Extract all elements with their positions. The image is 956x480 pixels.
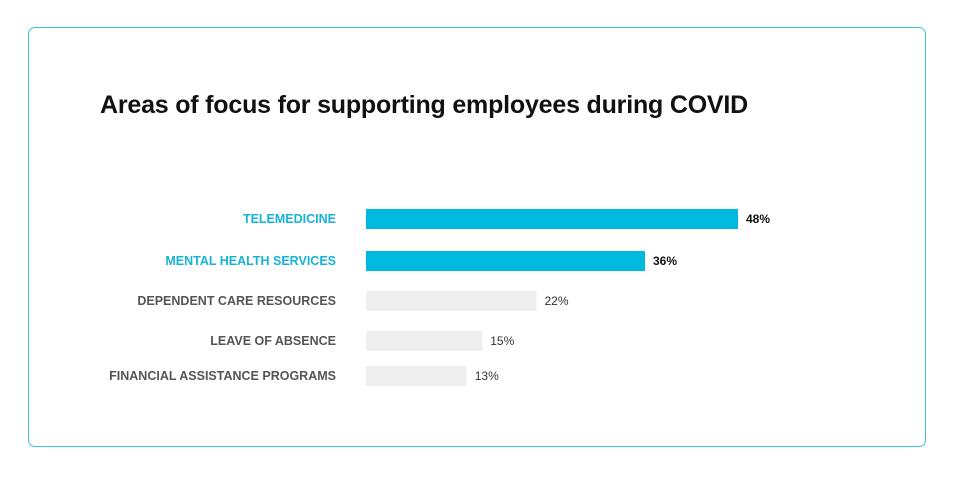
chart-card	[28, 27, 926, 447]
value-label: 15%	[490, 334, 514, 348]
category-label: LEAVE OF ABSENCE	[210, 334, 336, 348]
value-label: 36%	[653, 254, 677, 268]
chart-title: Areas of focus for supporting employees …	[100, 91, 749, 119]
category-label: DEPENDENT CARE RESOURCES	[137, 294, 336, 308]
bar	[366, 331, 483, 351]
category-label: TELEMEDICINE	[243, 212, 336, 226]
value-label: 13%	[475, 369, 499, 383]
value-label: 48%	[746, 212, 770, 226]
category-label: FINANCIAL ASSISTANCE PROGRAMS	[109, 369, 336, 383]
bar	[366, 366, 467, 386]
bar	[366, 251, 645, 271]
category-label: MENTAL HEALTH SERVICES	[165, 254, 336, 268]
bar	[366, 209, 738, 229]
bar	[366, 291, 537, 311]
value-label: 22%	[545, 294, 569, 308]
